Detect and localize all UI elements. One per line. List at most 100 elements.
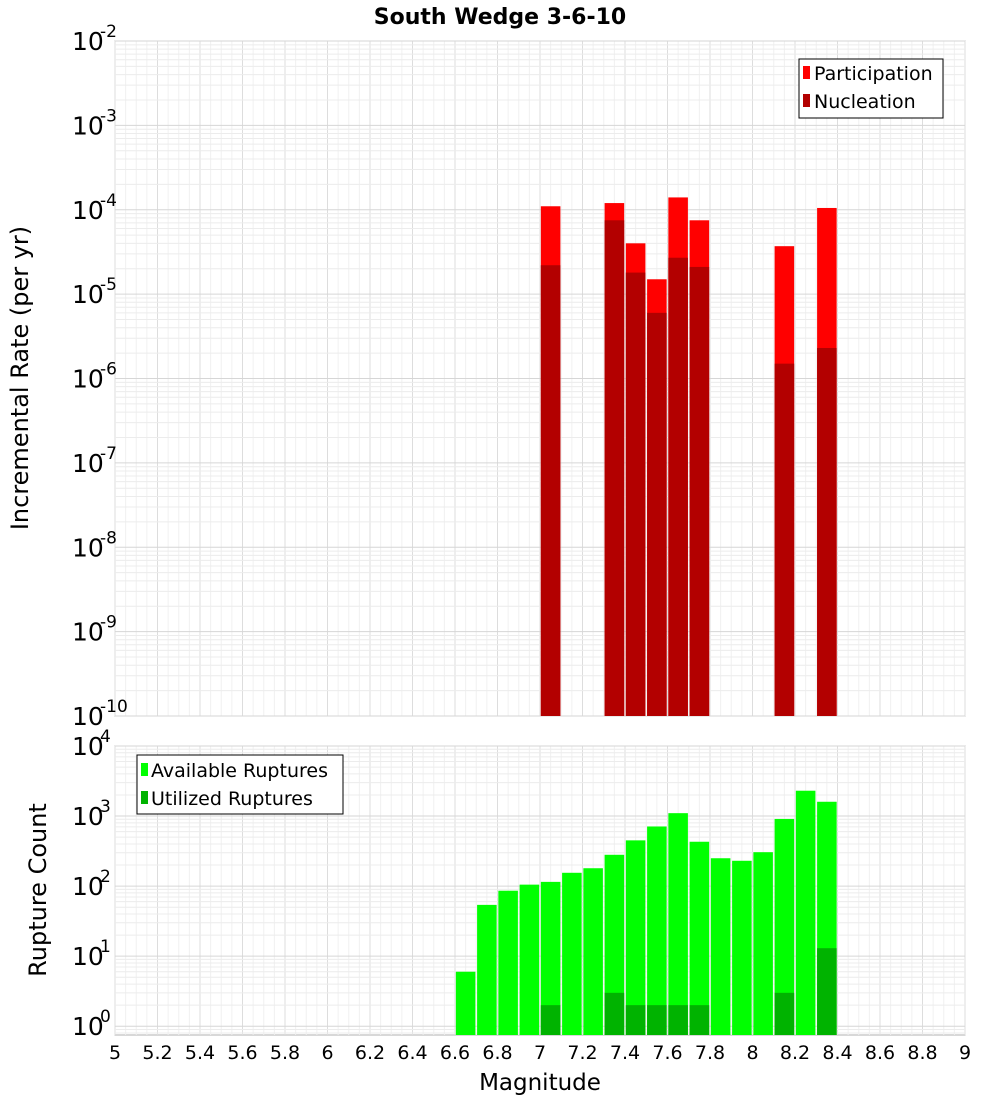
rate-y-tick-exponent: -4 xyxy=(100,191,117,211)
available-ruptures-bar xyxy=(604,854,625,1035)
rate-y-tick-label: 10 xyxy=(72,702,104,731)
magnitude-x-tick-label: 6.2 xyxy=(355,1042,385,1064)
nucleation-bar xyxy=(668,257,688,716)
utilized-ruptures-bar xyxy=(647,1005,667,1035)
magnitude-x-tick-label: 8.8 xyxy=(907,1042,937,1064)
magnitude-x-tick-label: 6.4 xyxy=(397,1042,427,1064)
available-ruptures-bar xyxy=(519,884,540,1035)
available-ruptures-bar xyxy=(753,852,773,1035)
utilized-ruptures-bar xyxy=(817,948,837,1035)
utilized-ruptures-bar xyxy=(668,1005,688,1035)
utilized-ruptures-bar xyxy=(625,1005,646,1035)
rate-y-tick-exponent: -2 xyxy=(100,22,117,42)
magnitude-x-tick-label: 5 xyxy=(109,1042,121,1064)
rate-y-axis-label: Incremental Rate (per yr) xyxy=(6,226,34,530)
nucleation-bar xyxy=(604,220,625,717)
participation-legend-swatch xyxy=(803,66,810,79)
rate-legend-box xyxy=(798,58,944,119)
magnitude-x-tick-label: 7.6 xyxy=(652,1042,682,1064)
available-ruptures-bar xyxy=(710,858,731,1035)
participation-legend-label: Participation xyxy=(814,63,933,85)
magnitude-x-tick-label: 5.8 xyxy=(270,1042,300,1064)
magnitude-x-tick-label: 6.6 xyxy=(440,1042,470,1064)
available-ruptures-bar xyxy=(668,813,688,1035)
count-y-tick-label: 10 xyxy=(72,942,104,971)
count-y-tick-label: 10 xyxy=(72,732,104,761)
magnitude-x-tick-label: 5.2 xyxy=(142,1042,172,1064)
rate-y-tick-label: 10 xyxy=(72,365,104,394)
count-legend-box xyxy=(136,754,344,815)
count-y-tick-exponent: 1 xyxy=(100,937,111,957)
rate-y-tick-exponent: -5 xyxy=(100,275,117,295)
nucleation-bar xyxy=(774,363,795,716)
magnitude-x-ticks: 5 5.2 5.4 5.6 5.8 6 6.2 6.4 6.6 6.8 7 7.2 7.4 7.6 7.8 8… xyxy=(109,1042,971,1064)
utilized-ruptures-bar xyxy=(604,992,625,1035)
magnitude-x-tick-label: 6.8 xyxy=(482,1042,512,1064)
magnitude-x-tick-label: 9 xyxy=(959,1042,971,1064)
count-y-tick-label: 10 xyxy=(72,872,104,901)
magnitude-x-tick-label: 8.6 xyxy=(865,1042,895,1064)
rate-y-tick-exponent: -7 xyxy=(100,444,117,464)
available-ruptures-bar xyxy=(540,881,561,1035)
magnitude-x-tick-label: 7.4 xyxy=(610,1042,640,1064)
rate-y-tick-label: 10 xyxy=(72,196,104,225)
count-y-tick-exponent: 4 xyxy=(100,727,111,747)
available-ruptures-bar xyxy=(562,872,582,1035)
magnitude-x-tick-label: 7.2 xyxy=(567,1042,597,1064)
rate-y-tick-label: 10 xyxy=(72,111,104,140)
rate-y-tick-label: 10 xyxy=(72,618,104,647)
rate-y-tick-label: 10 xyxy=(72,449,104,478)
count-legend: Available Ruptures Utilized Ruptures xyxy=(136,754,344,815)
count-y-tick-exponent: 3 xyxy=(100,797,111,817)
rate-y-tick-exponent: -6 xyxy=(100,360,117,380)
count-y-tick-label: 10 xyxy=(72,1012,104,1041)
magnitude-x-tick-label: 6 xyxy=(321,1042,333,1064)
count-y-axis-label: Rupture Count xyxy=(24,803,52,977)
rate-y-tick-exponent: -3 xyxy=(100,106,117,126)
count-bars xyxy=(455,790,837,1035)
nucleation-legend-swatch xyxy=(803,94,810,107)
available-ruptures-bar xyxy=(689,841,710,1035)
utilized-ruptures-bar xyxy=(774,992,795,1035)
count-y-tick-exponent: 2 xyxy=(100,867,111,887)
available-ruptures-bar xyxy=(477,904,497,1035)
magnitude-x-tick-label: 7 xyxy=(534,1042,546,1064)
nucleation-legend-label: Nucleation xyxy=(814,91,916,113)
available-ruptures-legend-swatch xyxy=(141,763,148,776)
magnitude-x-tick-label: 8.2 xyxy=(780,1042,810,1064)
available-ruptures-legend-label: Available Ruptures xyxy=(151,760,328,782)
available-ruptures-bar xyxy=(455,971,476,1035)
magnitude-x-tick-label: 8 xyxy=(746,1042,758,1064)
magnitude-x-tick-label: 8.4 xyxy=(822,1042,852,1064)
rate-y-tick-exponent: -9 xyxy=(100,613,117,633)
magnitude-x-tick-label: 7.8 xyxy=(695,1042,725,1064)
magnitude-x-tick-label: 5.6 xyxy=(227,1042,257,1064)
rate-legend: Participation Nucleation xyxy=(798,58,944,119)
nucleation-bar xyxy=(689,266,710,716)
utilized-ruptures-bar xyxy=(540,1005,561,1035)
count-y-tick-label: 10 xyxy=(72,802,104,831)
available-ruptures-bar xyxy=(732,860,752,1035)
available-ruptures-bar xyxy=(498,890,518,1035)
nucleation-bar xyxy=(817,347,837,716)
rate-y-tick-label: 10 xyxy=(72,27,104,56)
utilized-ruptures-legend-label: Utilized Ruptures xyxy=(151,788,313,810)
chart-title: South Wedge 3-6-10 xyxy=(374,5,626,30)
available-ruptures-bar xyxy=(774,818,795,1035)
available-ruptures-bar xyxy=(625,840,646,1035)
nucleation-bar xyxy=(647,312,667,716)
utilized-ruptures-bar xyxy=(689,1005,710,1035)
available-ruptures-bar xyxy=(795,790,816,1035)
utilized-ruptures-legend-swatch xyxy=(141,791,148,804)
magnitude-x-tick-label: 5.4 xyxy=(185,1042,215,1064)
nucleation-bar xyxy=(625,272,646,716)
rate-y-tick-exponent: -8 xyxy=(100,528,117,548)
rate-y-tick-label: 10 xyxy=(72,280,104,309)
nucleation-bar xyxy=(540,265,561,716)
magnitude-x-axis-label: Magnitude xyxy=(479,1070,601,1096)
